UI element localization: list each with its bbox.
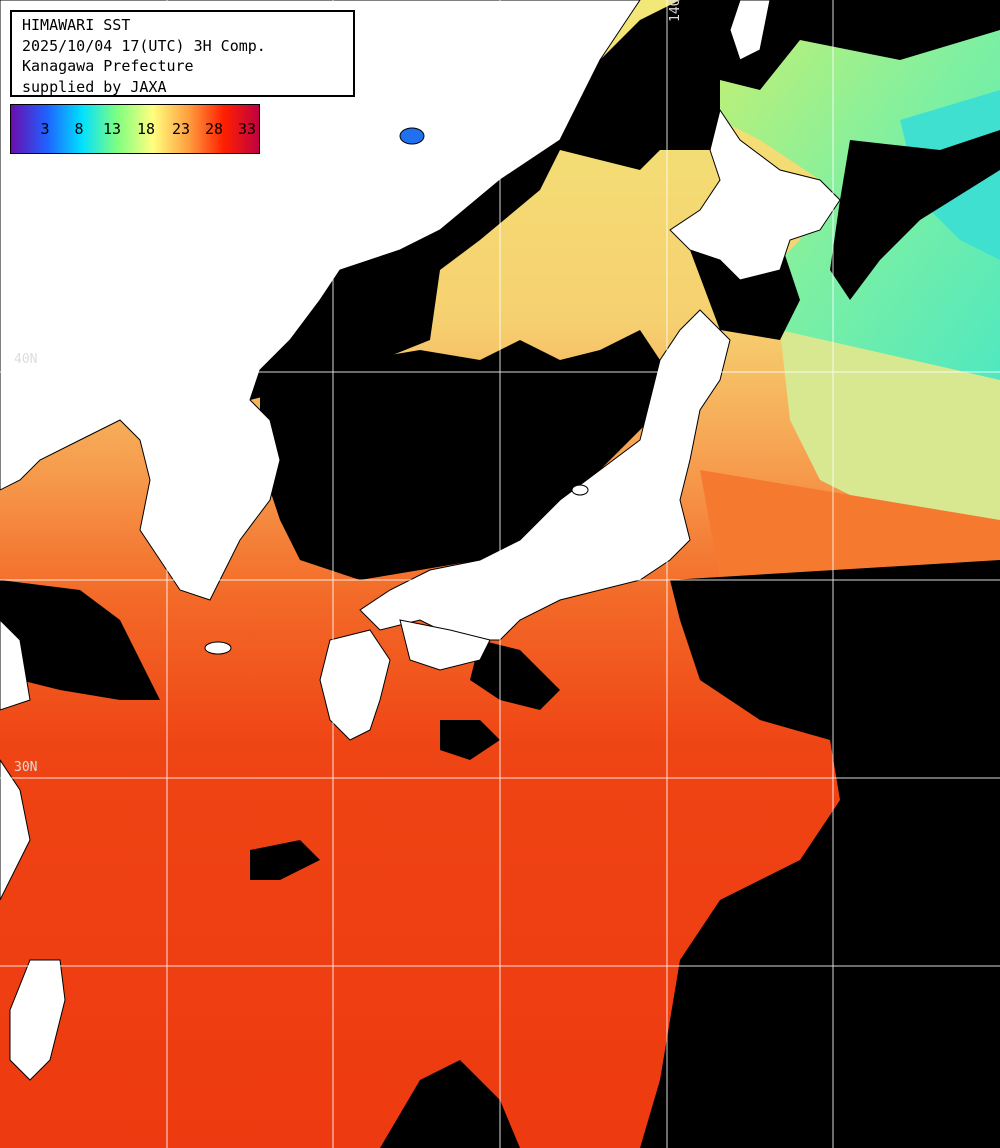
legend-label-13: 13 bbox=[102, 120, 122, 138]
legend-color-bar bbox=[11, 105, 259, 153]
land-sado bbox=[571, 484, 589, 496]
legend-label-23: 23 bbox=[171, 120, 191, 138]
lat-label-30n: 30N bbox=[14, 760, 38, 775]
supplier-line: supplied by JAXA bbox=[22, 77, 167, 96]
title-line: HIMAWARI SST bbox=[22, 16, 131, 34]
land-jeju bbox=[204, 641, 232, 655]
legend-label-3: 3 bbox=[40, 120, 50, 138]
land-sakhalin bbox=[729, 0, 771, 61]
land-kyushu bbox=[319, 629, 391, 741]
info-box: HIMAWARI SST 2025/10/04 17(UTC) 3H Comp.… bbox=[10, 10, 355, 97]
land-taiwan bbox=[9, 959, 66, 1081]
legend-label-18: 18 bbox=[136, 120, 156, 138]
legend-labels: 3 8 13 18 23 28 33 bbox=[11, 105, 259, 153]
region-line: Kanagawa Prefecture bbox=[22, 57, 194, 75]
color-legend: 3 8 13 18 23 28 33 bbox=[10, 104, 260, 154]
lat-label-40n: 40N bbox=[14, 352, 38, 367]
legend-label-28: 28 bbox=[204, 120, 224, 138]
lon-label-140e: 140E bbox=[668, 0, 683, 22]
cold-spot bbox=[399, 127, 425, 145]
land-china-coast bbox=[0, 619, 31, 711]
land-china-south bbox=[0, 759, 31, 901]
sea-mild-east bbox=[780, 330, 1000, 540]
date-line: 2025/10/04 17(UTC) 3H Comp. bbox=[22, 36, 266, 55]
legend-label-33: 33 bbox=[237, 120, 257, 138]
legend-label-8: 8 bbox=[74, 120, 84, 138]
land-hokkaido bbox=[669, 108, 841, 281]
land-shikoku bbox=[399, 619, 491, 671]
